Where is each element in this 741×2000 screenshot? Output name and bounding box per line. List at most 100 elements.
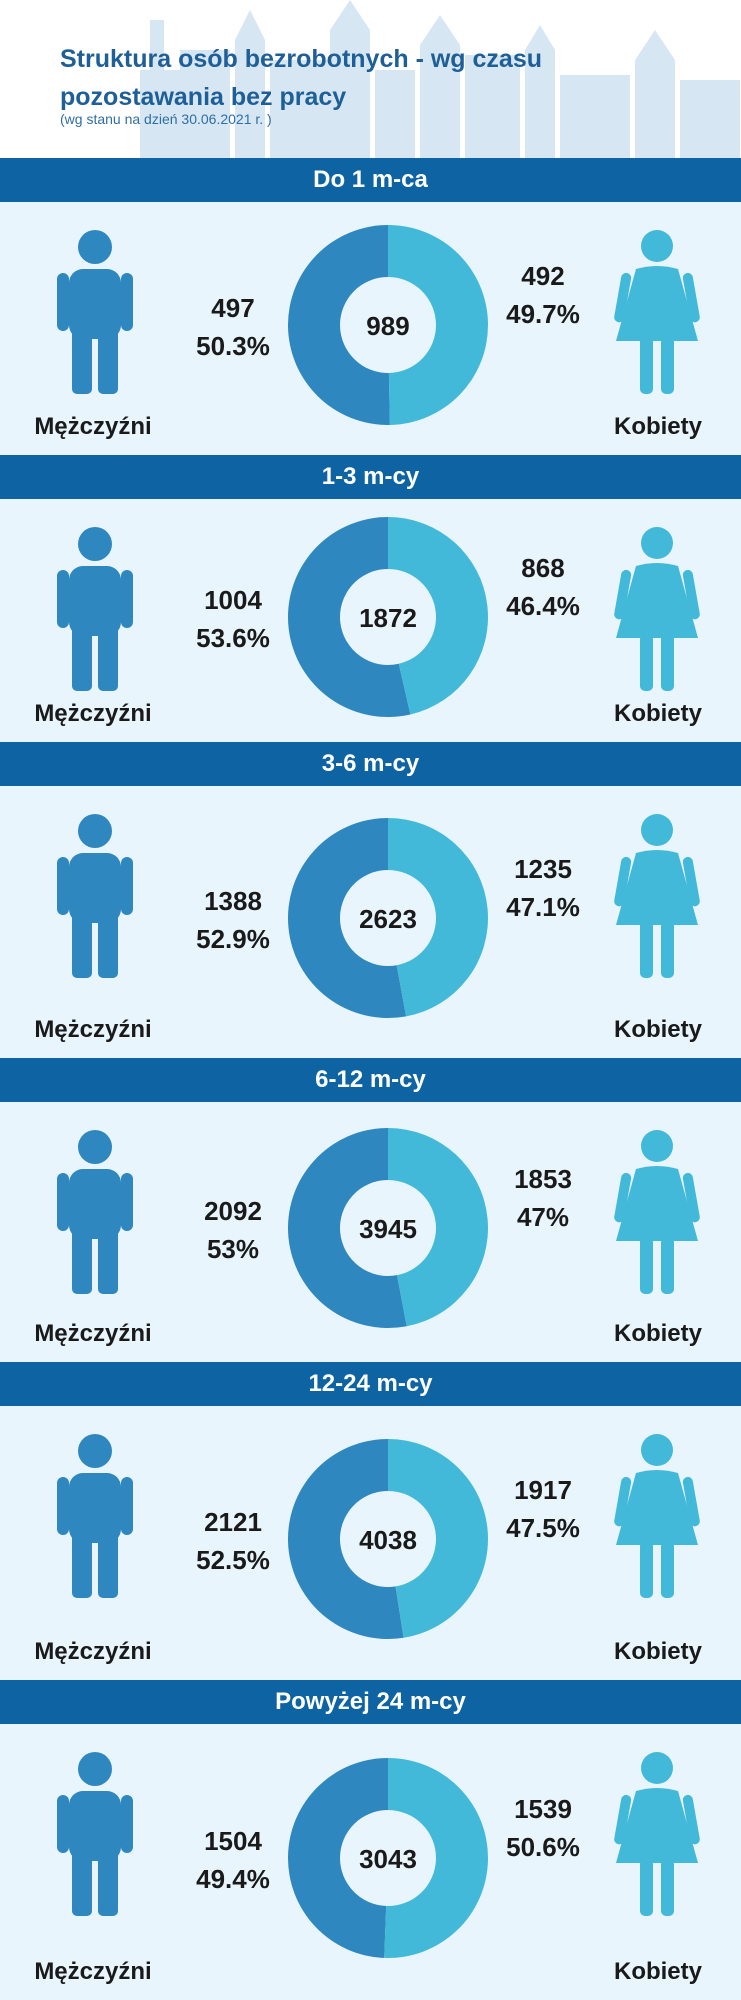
women-percent: 50.6% [506, 1832, 580, 1862]
donut-slice-men [288, 516, 411, 717]
man-figure [55, 1751, 135, 1921]
women-label: Kobiety [613, 1320, 702, 1347]
category-band: 1-3 m-cy [0, 455, 741, 499]
woman-icon [614, 230, 700, 394]
man-icon [57, 814, 133, 978]
page-title: Struktura osób bezrobotnych - wg czasu p… [60, 45, 542, 111]
chart-section: Mężczyźni Kobiety 2623 1388 52.9% 1235 47.1% [0, 786, 741, 1058]
man-figure [55, 1433, 135, 1603]
men-count: 1504 [204, 1826, 262, 1856]
women-count: 1853 [514, 1164, 572, 1194]
donut-chart: 3945 [288, 1128, 488, 1328]
men-values: 497 50.3% [178, 289, 288, 365]
chart-section: Mężczyźni Kobiety 4038 2121 52.5% 1917 47.5% [0, 1406, 741, 1680]
men-values: 2092 53% [178, 1192, 288, 1268]
category-band: 3-6 m-cy [0, 742, 741, 786]
men-label: Mężczyźni [34, 1016, 152, 1043]
woman-figure [614, 1751, 700, 1921]
donut-slice-women [388, 818, 488, 1017]
donut-total: 4038 [359, 1525, 417, 1555]
donut-chart: 1872 [288, 516, 488, 717]
man-figure [55, 1129, 135, 1299]
women-count: 1539 [514, 1794, 572, 1824]
men-values: 2121 52.5% [178, 1503, 288, 1579]
donut-chart: 2623 [288, 818, 488, 1018]
women-percent: 47.5% [506, 1513, 580, 1543]
women-values: 1917 47.5% [488, 1471, 598, 1547]
men-label: Mężczyźni [34, 1638, 152, 1665]
man-icon [57, 230, 133, 394]
men-percent: 49.4% [196, 1864, 270, 1894]
header: Struktura osób bezrobotnych - wg czasu p… [0, 0, 741, 158]
page-subtitle: (wg stanu na dzień 30.06.2021 r. ) [60, 111, 272, 127]
donut-slice-women [388, 1439, 488, 1638]
women-label: Kobiety [613, 413, 702, 440]
men-count: 2121 [204, 1507, 262, 1537]
man-icon [57, 1130, 133, 1294]
donut-total: 3945 [359, 1214, 417, 1244]
men-values: 1504 49.4% [178, 1822, 288, 1898]
donut-chart: 3043 [288, 1758, 488, 1958]
woman-figure [614, 229, 700, 399]
man-icon [57, 527, 133, 691]
donut-slice-women [384, 1758, 488, 1958]
woman-icon [614, 1434, 700, 1598]
men-label: Mężczyźni [34, 700, 152, 727]
donut-slice-men [288, 224, 390, 425]
donut-total: 3043 [359, 1844, 417, 1874]
woman-figure [614, 813, 700, 983]
women-percent: 49.7% [506, 298, 580, 329]
woman-icon [614, 1752, 700, 1916]
men-percent: 52.9% [196, 924, 270, 954]
category-band: 12-24 m-cy [0, 1362, 741, 1406]
donut-total: 2623 [359, 904, 417, 934]
women-label: Kobiety [613, 1638, 702, 1665]
man-figure [55, 229, 135, 399]
women-values: 492 49.7% [488, 257, 598, 333]
men-values: 1004 53.6% [178, 581, 288, 657]
woman-figure [614, 526, 700, 696]
men-label: Mężczyźni [34, 1958, 152, 1985]
women-count: 492 [521, 260, 565, 291]
donut-total: 1872 [359, 603, 417, 633]
men-percent: 53% [206, 1234, 260, 1264]
woman-icon [614, 527, 700, 691]
women-label: Kobiety [613, 700, 702, 727]
women-count: 1917 [514, 1475, 572, 1505]
donut-slice-women [388, 224, 488, 425]
donut-total: 989 [366, 311, 409, 341]
women-values: 1539 50.6% [488, 1790, 598, 1866]
chart-section: Mężczyźni Kobiety 1872 1004 53.6% 868 46.4% [0, 499, 741, 742]
donut-slice-men [288, 1758, 388, 1958]
women-values: 868 46.4% [488, 549, 598, 625]
woman-icon [614, 814, 700, 978]
woman-figure [614, 1433, 700, 1603]
women-label: Kobiety [613, 1016, 702, 1043]
men-values: 1388 52.9% [178, 882, 288, 958]
women-percent: 47.1% [506, 892, 580, 922]
women-label: Kobiety [613, 1958, 702, 1985]
women-percent: 47% [516, 1202, 570, 1232]
women-percent: 46.4% [506, 590, 580, 621]
man-figure [55, 813, 135, 983]
men-count: 1004 [204, 584, 262, 615]
man-icon [57, 1752, 133, 1916]
donut-slice-women [388, 516, 488, 714]
donut-slice-men [288, 818, 407, 1018]
women-count: 1235 [514, 854, 572, 884]
category-band: 6-12 m-cy [0, 1058, 741, 1102]
men-count: 1388 [204, 886, 262, 916]
man-figure [55, 526, 135, 696]
donut-chart: 4038 [288, 1439, 488, 1639]
donut-chart: 989 [288, 224, 488, 425]
woman-icon [614, 1130, 700, 1294]
women-count: 868 [521, 552, 565, 583]
women-values: 1235 47.1% [488, 850, 598, 926]
man-icon [57, 1434, 133, 1598]
men-percent: 52.5% [196, 1545, 270, 1575]
men-label: Mężczyźni [34, 413, 152, 440]
chart-section: Mężczyźni Kobiety 3945 2092 53% 1853 47% [0, 1102, 741, 1362]
men-label: Mężczyźni [34, 1320, 152, 1347]
chart-section: Mężczyźni Kobiety 989 497 50.3% 492 49.7% [0, 202, 741, 455]
category-band: Do 1 m-ca [0, 158, 741, 202]
